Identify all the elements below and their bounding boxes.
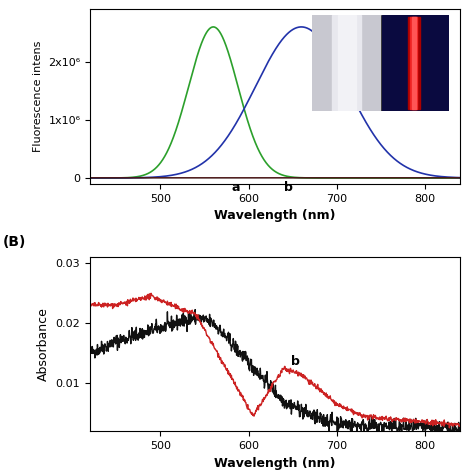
Text: b: b bbox=[283, 182, 292, 194]
X-axis label: Wavelength (nm): Wavelength (nm) bbox=[214, 209, 336, 222]
Y-axis label: Fluorescence intens: Fluorescence intens bbox=[33, 41, 43, 152]
Text: a: a bbox=[231, 182, 239, 194]
Y-axis label: Absorbance: Absorbance bbox=[37, 307, 50, 381]
Text: (B): (B) bbox=[2, 235, 26, 249]
X-axis label: Wavelength (nm): Wavelength (nm) bbox=[214, 456, 336, 470]
Text: b: b bbox=[291, 355, 300, 368]
